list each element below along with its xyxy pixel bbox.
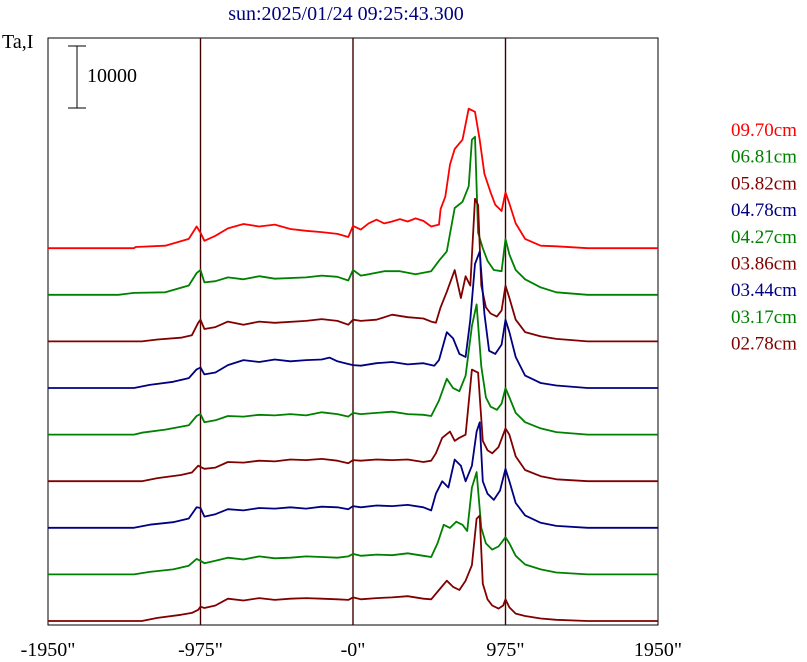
x-tick-label: -975" [178, 639, 223, 661]
series-line-03.44cm [48, 421, 658, 529]
scale-bar-label: 10000 [87, 65, 137, 87]
legend-entry: 04.78cm [731, 200, 797, 221]
series-line-06.81cm [48, 135, 658, 296]
x-tick-label: 975" [486, 639, 524, 661]
series-line-03.86cm [48, 368, 658, 483]
legend-entry: 05.82cm [731, 173, 797, 194]
scale-bar: 10000 [68, 45, 137, 109]
x-tick-label: -0" [341, 639, 366, 661]
x-tick-label: -1950" [21, 639, 76, 661]
legend-entry: 09.70cm [731, 120, 797, 141]
series-line-02.78cm [48, 514, 658, 622]
series-layer [48, 107, 658, 622]
x-tick-label: 1950" [634, 639, 682, 661]
legend-entry: 03.17cm [731, 307, 797, 328]
vertical-reference-lines [199, 38, 507, 625]
legend: 09.70cm 06.81cm 05.82cm 04.78cm 04.27cm 03.86… [731, 120, 797, 355]
legend-entry: 03.44cm [731, 280, 797, 301]
y-axis-label: Ta,I [2, 31, 33, 53]
chart-title: sun:2025/01/24 09:25:43.300 [228, 3, 464, 25]
series-line-05.82cm [48, 197, 658, 343]
legend-entry: 03.86cm [731, 254, 797, 275]
series-line-03.17cm [48, 471, 658, 576]
legend-entry: 04.27cm [731, 227, 797, 248]
legend-entry: 06.81cm [731, 147, 797, 168]
legend-entry: 02.78cm [731, 334, 797, 355]
series-line-04.27cm [48, 303, 658, 436]
series-line-09.70cm [48, 107, 658, 250]
x-tick-labels: -1950" -975" -0" 975" 1950" [21, 639, 683, 661]
series-line-04.78cm [48, 250, 658, 389]
